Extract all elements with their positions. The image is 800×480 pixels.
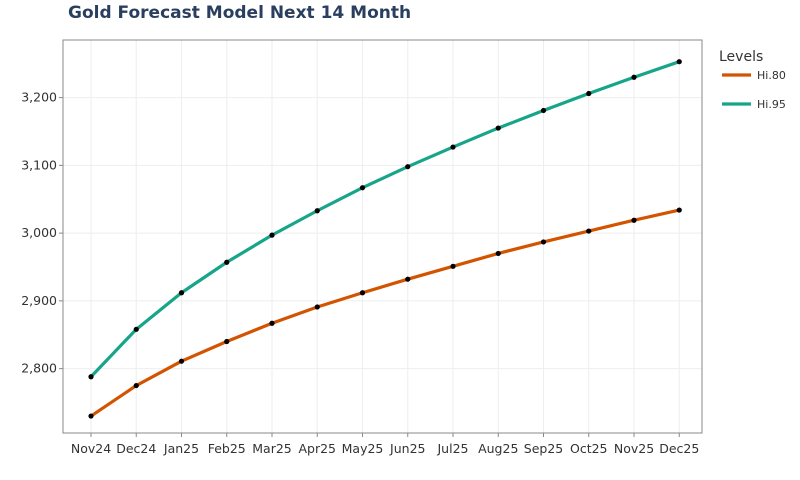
- data-point[interactable]: [359, 290, 366, 296]
- data-point[interactable]: [586, 228, 592, 234]
- data-point[interactable]: [88, 413, 94, 419]
- data-point[interactable]: [676, 207, 682, 213]
- series-line-hi-80[interactable]: [89, 208, 681, 418]
- x-tick-label: Jan25: [163, 441, 199, 456]
- x-tick-label: Nov24: [71, 441, 111, 456]
- data-point[interactable]: [405, 276, 411, 282]
- data-point[interactable]: [540, 239, 547, 245]
- data-point[interactable]: [405, 164, 411, 170]
- data-point[interactable]: [495, 250, 501, 257]
- x-tick-label: May25: [342, 441, 384, 456]
- data-point[interactable]: [359, 185, 366, 191]
- data-point[interactable]: [495, 125, 501, 131]
- data-point[interactable]: [314, 208, 320, 214]
- data-point[interactable]: [631, 74, 637, 80]
- legend[interactable]: Levels Hi.80 Hi.95: [719, 49, 786, 111]
- series-line-hi-95[interactable]: [89, 60, 681, 379]
- data-point[interactable]: [540, 107, 547, 114]
- x-tick-label: Dec24: [116, 441, 156, 456]
- data-point[interactable]: [178, 290, 185, 296]
- y-tick-label: 3,000: [21, 225, 57, 240]
- x-tick-label: Oct25: [570, 441, 608, 456]
- chart-title: Gold Forecast Model Next 14 Month: [68, 3, 412, 23]
- data-point[interactable]: [450, 144, 456, 150]
- data-point[interactable]: [269, 232, 275, 238]
- y-tick-label: 3,200: [21, 90, 57, 105]
- x-tick-label: Sep25: [524, 441, 563, 456]
- legend-title: Levels: [719, 49, 763, 65]
- x-tick-label: Nov25: [614, 441, 654, 456]
- x-tick-label: Jul25: [437, 441, 469, 456]
- x-tick-label: Aug25: [478, 441, 518, 456]
- y-tick-label: 2,900: [21, 293, 57, 308]
- x-tick-label: Feb25: [208, 441, 246, 456]
- axis-ticks: 2,800 2,900 3,000 3,100 3,200 Nov24 Dec24 Jan25…: [21, 90, 699, 456]
- data-point[interactable]: [631, 217, 637, 223]
- data-point[interactable]: [133, 382, 139, 389]
- data-point[interactable]: [586, 90, 592, 97]
- data-point[interactable]: [224, 338, 230, 345]
- data-point[interactable]: [178, 358, 185, 364]
- x-tick-label: Dec25: [659, 441, 699, 456]
- data-point[interactable]: [269, 320, 275, 326]
- data-point[interactable]: [314, 304, 320, 310]
- data-point[interactable]: [450, 263, 456, 269]
- x-tick-label: Jun25: [389, 441, 425, 456]
- x-tick-label: Apr25: [298, 441, 336, 456]
- data-point[interactable]: [676, 59, 682, 65]
- y-tick-label: 2,800: [21, 361, 57, 376]
- data-point[interactable]: [133, 326, 139, 332]
- legend-item-label[interactable]: Hi.95: [757, 98, 786, 111]
- y-tick-label: 3,100: [21, 157, 57, 172]
- data-point[interactable]: [224, 259, 230, 265]
- data-point[interactable]: [88, 374, 94, 380]
- series-layer: [88, 59, 682, 419]
- plot-frame: [62, 39, 703, 434]
- legend-item-label[interactable]: Hi.80: [757, 69, 786, 82]
- x-tick-label: Mar25: [252, 441, 292, 456]
